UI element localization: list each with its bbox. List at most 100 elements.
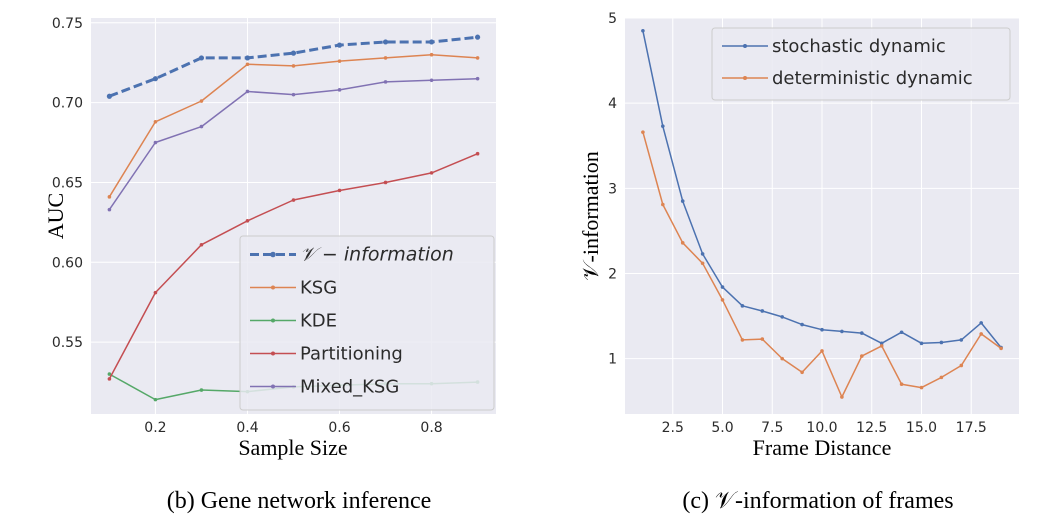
series-1-point [959,363,964,368]
series-0-point [474,34,481,40]
series-0-point [661,124,665,128]
series-4-point [245,89,250,94]
series-0-point [780,315,785,319]
series-1-point [979,332,983,336]
series-4-point [291,92,296,97]
series-1-point [859,354,864,358]
caption: (b) Gene network inference [167,488,432,514]
legend-marker [743,76,747,80]
x-tick-label: 0.2 [144,420,166,436]
series-0-point [680,199,685,203]
series-3-point [245,218,250,223]
series-2-point [153,397,158,402]
x-tick-label: 2.5 [662,420,684,436]
y-axis-label: AUC [43,193,68,239]
chart-v-information: 2.5 5.0 7.5 10.0 12.5 15.0 17.5 1 2 3 4 5 stochasti… [578,11,1019,514]
x-tick-label: 10.0 [806,420,837,436]
x-axis-label: Frame Distance [753,435,892,460]
series-0-point [979,321,983,325]
series-4-point [383,80,388,84]
series-4-point [199,124,204,129]
series-1-point [199,99,204,103]
series-0-point [919,341,924,346]
series-line-0 [108,35,478,98]
legend [711,27,1011,101]
series-3-point [337,188,342,193]
series-4-point [337,88,342,92]
series-0-point [859,331,864,335]
series-3-point [475,151,480,156]
legend-label: stochastic dynamic [772,36,946,57]
series-4-point [429,78,434,83]
series-1-point [641,130,645,134]
series-1-point [680,241,685,245]
series-0-point [939,340,944,345]
series-4-point [107,207,112,212]
series-1-point [337,59,342,63]
y-tick-label: 5 [608,11,617,27]
series-1-point [661,202,665,207]
legend-label: deterministic dynamic [772,68,973,89]
series-1-point [780,356,785,361]
series-0-point [336,42,343,48]
y-tick-label: 0.70 [52,96,83,112]
legend-label: 𝒱 − information [300,244,454,266]
chart-gene-network: 0.2 0.4 0.6 0.8 0.55 0.60 0.65 0.70 0.75 𝒱 − inf… [43,16,496,514]
series-0-point [106,93,113,99]
series-1-point [720,298,725,302]
y-tick-label: 4 [608,96,617,112]
series-0-point [152,76,159,82]
legend-marker [743,44,747,48]
series-0-point [760,309,765,313]
series-4-point [475,76,480,81]
series-0-point [720,285,725,289]
series-1-point [800,370,804,375]
y-tick-label: 1 [608,352,617,368]
legend-label: Mixed_KSG [300,377,399,398]
series-0-point [959,338,964,342]
series-1-point [153,119,158,124]
legend-marker [271,318,275,323]
series-1-point [107,195,112,199]
series-0-point [198,55,205,61]
series-1-point [700,261,705,266]
series-0-point [428,39,435,45]
series-1-point [919,385,924,390]
legend-marker [270,251,276,258]
legend-marker [271,285,275,290]
series-0-point [899,330,904,335]
series-1-point [939,375,944,380]
x-tick-label: 5.0 [711,420,733,436]
y-tick-label: 0.75 [52,16,83,32]
series-1-point [999,346,1003,351]
y-tick-label: 3 [608,181,617,197]
series-1-point [475,56,480,60]
x-tick-label: 0.4 [236,420,258,436]
series-1-point [383,56,388,60]
x-tick-label: 0.8 [420,420,442,436]
x-tick-label: 17.5 [956,420,987,436]
x-axis-label: Sample Size [238,435,347,460]
series-0-point [879,341,884,346]
x-tick-label: 15.0 [906,420,937,436]
legend-label: KDE [300,311,337,332]
caption: (c) 𝒱-information of frames [682,488,953,514]
series-0-point [290,50,297,56]
series-3-point [107,377,112,381]
series-0-point [382,39,389,45]
series-0-point [700,252,705,256]
series-2-point [199,388,204,392]
y-tick-label: 2 [608,266,617,282]
series-1-point [245,62,250,67]
legend-label: Partitioning [300,344,403,365]
series-1-point [740,338,745,342]
series-0-point [840,329,844,334]
series-1-point [879,344,884,348]
x-tick-label: 0.6 [328,420,350,436]
series-3-point [199,242,204,247]
y-tick-label: 0.60 [52,255,83,271]
series-1-point [899,382,904,386]
x-tick-label: 7.5 [761,420,783,436]
series-0-point [740,304,745,308]
